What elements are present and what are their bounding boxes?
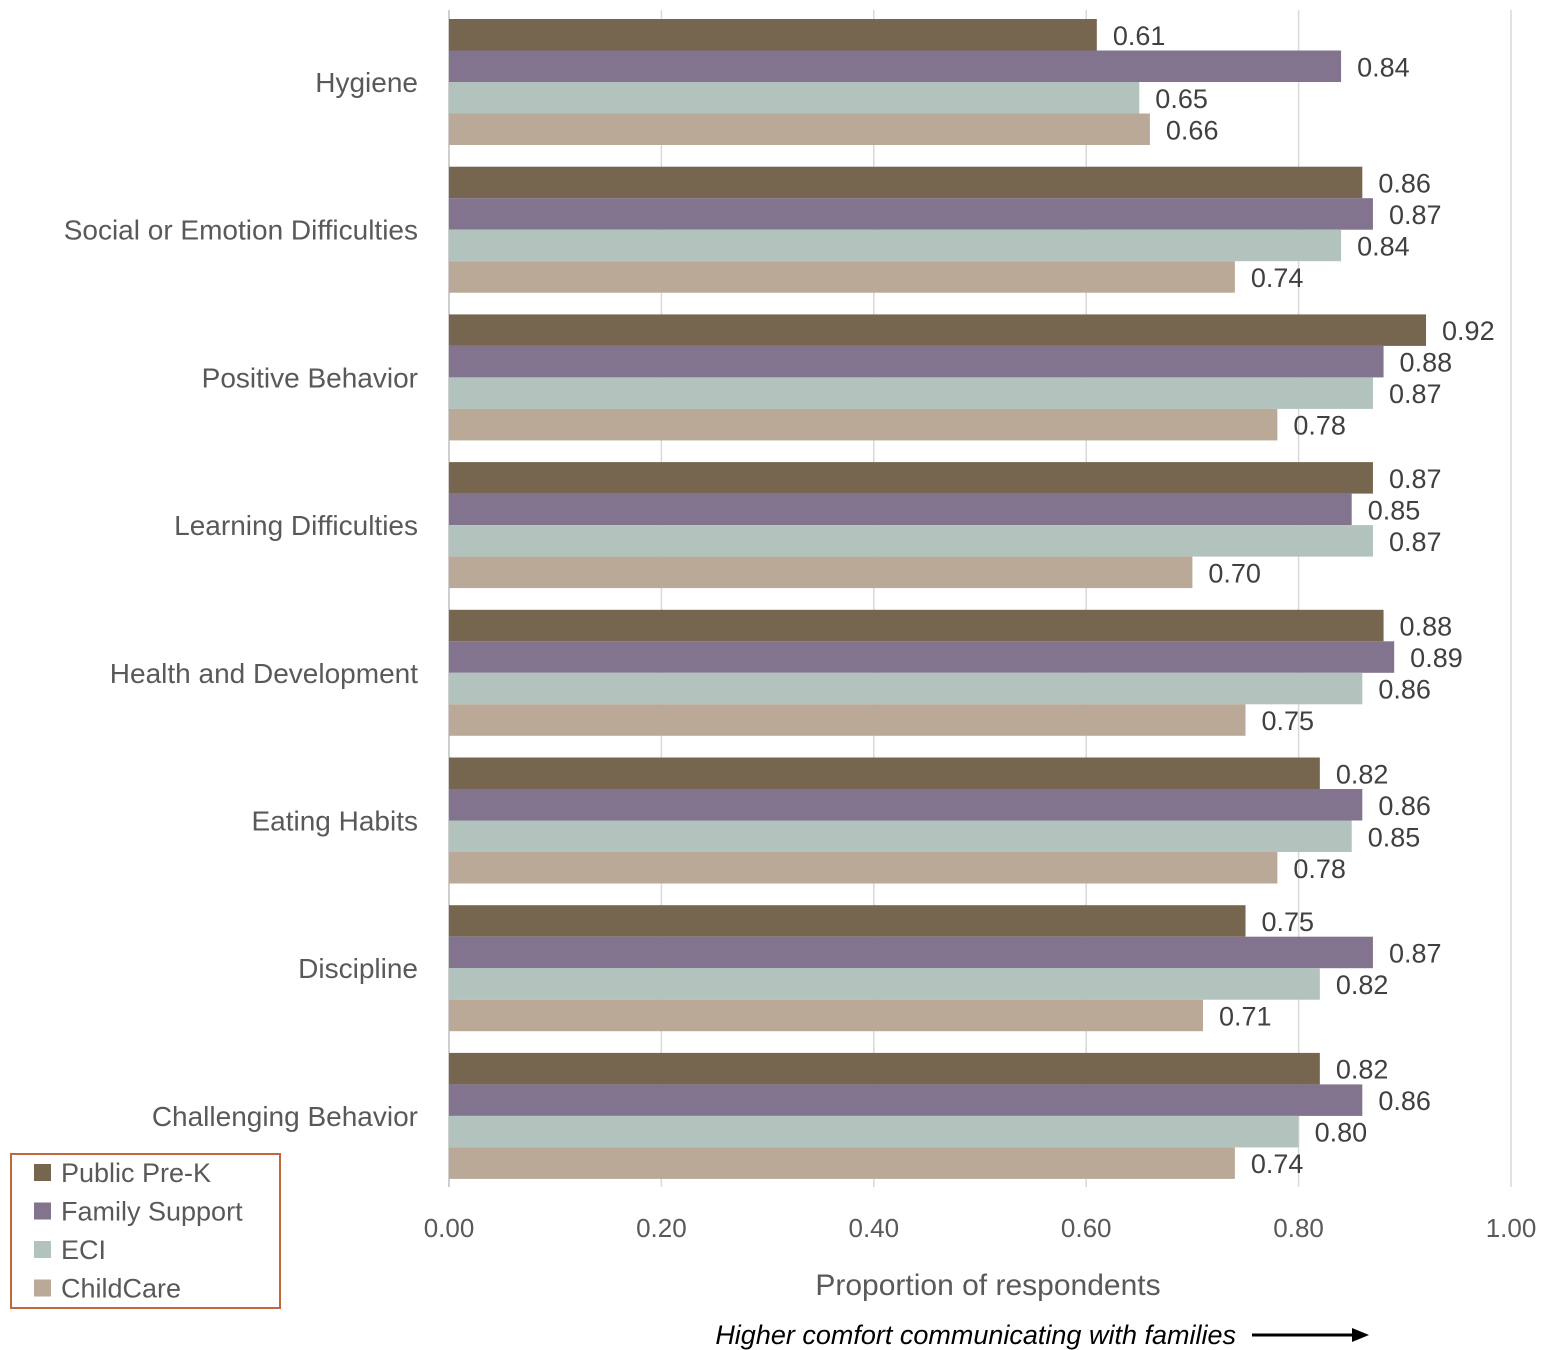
x-tick-label: 0.60 bbox=[1061, 1213, 1112, 1243]
data-label: 0.86 bbox=[1378, 168, 1431, 198]
bar bbox=[449, 19, 1097, 51]
bar bbox=[449, 462, 1373, 494]
category-label: Challenging Behavior bbox=[152, 1101, 418, 1132]
data-label: 0.70 bbox=[1208, 558, 1261, 588]
x-tick-label: 1.00 bbox=[1486, 1213, 1537, 1243]
x-tick-label: 0.80 bbox=[1273, 1213, 1324, 1243]
data-label: 0.87 bbox=[1389, 379, 1442, 409]
bar bbox=[449, 1052, 1320, 1085]
data-label: 0.78 bbox=[1293, 411, 1346, 441]
data-label: 0.74 bbox=[1251, 1149, 1304, 1179]
legend-swatch bbox=[34, 1202, 51, 1220]
tick-labels: 0.00 0.20 0.40 0.60 0.80 1.00 bbox=[424, 1213, 1537, 1243]
bar bbox=[449, 1147, 1235, 1179]
bar bbox=[449, 704, 1246, 736]
data-label: 0.78 bbox=[1293, 854, 1346, 884]
bar bbox=[449, 314, 1427, 346]
data-labels: 0.610.840.650.660.860.870.840.740.920.88… bbox=[1113, 21, 1495, 1179]
bar bbox=[449, 166, 1363, 199]
bar bbox=[449, 905, 1246, 937]
bar bbox=[449, 493, 1352, 526]
data-label: 0.66 bbox=[1166, 115, 1219, 145]
bar bbox=[449, 261, 1235, 293]
bar bbox=[449, 408, 1278, 441]
x-tick-label: 0.00 bbox=[424, 1213, 475, 1243]
bar bbox=[449, 820, 1352, 852]
category-label: Learning Difficulties bbox=[174, 510, 418, 541]
bar bbox=[449, 757, 1320, 789]
bar bbox=[449, 345, 1384, 378]
bar bbox=[449, 556, 1193, 589]
data-label: 0.85 bbox=[1368, 822, 1421, 852]
x-tick-label: 0.40 bbox=[848, 1213, 899, 1243]
data-label: 0.75 bbox=[1262, 907, 1315, 937]
data-label: 0.87 bbox=[1389, 527, 1442, 557]
bar bbox=[449, 641, 1395, 673]
legend-label: ChildCare bbox=[61, 1274, 181, 1304]
data-label: 0.65 bbox=[1155, 84, 1208, 114]
category-labels: Hygiene Social or Emotion Difficulties Pos… bbox=[64, 67, 419, 1132]
bar bbox=[449, 113, 1150, 145]
data-label: 0.84 bbox=[1357, 52, 1410, 82]
bar bbox=[449, 82, 1140, 114]
bar bbox=[449, 1084, 1363, 1116]
data-label: 0.75 bbox=[1262, 706, 1315, 736]
legend-label: Family Support bbox=[61, 1197, 243, 1227]
data-label: 0.74 bbox=[1251, 263, 1304, 293]
bar bbox=[449, 198, 1373, 230]
data-label: 0.88 bbox=[1400, 348, 1453, 378]
bar bbox=[449, 609, 1384, 642]
legend-label: Public Pre-K bbox=[61, 1158, 211, 1188]
data-label: 0.92 bbox=[1442, 316, 1495, 346]
data-label: 0.61 bbox=[1113, 21, 1166, 51]
legend: Public Pre-K Family Support ECI ChildCare bbox=[10, 1153, 281, 1309]
data-label: 0.85 bbox=[1368, 495, 1421, 525]
bar bbox=[449, 672, 1363, 705]
bar bbox=[449, 789, 1363, 821]
bar bbox=[449, 229, 1342, 262]
data-label: 0.82 bbox=[1336, 759, 1389, 789]
data-label: 0.87 bbox=[1389, 938, 1442, 968]
category-label: Hygiene bbox=[315, 67, 418, 98]
direction-note: Higher comfort communicating with famili… bbox=[715, 1320, 1236, 1350]
category-label: Discipline bbox=[298, 953, 418, 984]
direction-arrow-icon bbox=[1252, 1328, 1369, 1342]
bar bbox=[449, 968, 1320, 1000]
bar bbox=[449, 936, 1373, 969]
data-label: 0.71 bbox=[1219, 1001, 1272, 1031]
data-label: 0.88 bbox=[1400, 612, 1453, 642]
bar bbox=[449, 525, 1373, 557]
data-label: 0.80 bbox=[1315, 1118, 1368, 1148]
bar bbox=[449, 999, 1204, 1032]
legend-swatch bbox=[34, 1164, 51, 1181]
category-label: Eating Habits bbox=[251, 806, 418, 837]
data-label: 0.87 bbox=[1389, 464, 1442, 494]
data-label: 0.86 bbox=[1378, 791, 1431, 821]
x-axis-title: Proportion of respondents bbox=[815, 1269, 1160, 1302]
legend-label: ECI bbox=[61, 1235, 106, 1265]
data-label: 0.84 bbox=[1357, 231, 1410, 261]
bars bbox=[449, 19, 1427, 1179]
bar bbox=[449, 852, 1278, 884]
legend-border bbox=[10, 1153, 281, 1309]
bar bbox=[449, 1115, 1299, 1148]
category-label: Health and Development bbox=[110, 658, 418, 689]
data-label: 0.86 bbox=[1378, 1086, 1431, 1116]
x-tick-label: 0.20 bbox=[636, 1213, 687, 1243]
legend-swatch bbox=[34, 1279, 51, 1297]
category-label: Positive Behavior bbox=[202, 362, 418, 393]
bar bbox=[449, 50, 1342, 82]
data-label: 0.86 bbox=[1378, 675, 1431, 705]
bar bbox=[449, 377, 1373, 409]
data-label: 0.87 bbox=[1389, 200, 1442, 230]
legend-swatch bbox=[34, 1241, 51, 1258]
data-label: 0.89 bbox=[1410, 643, 1463, 673]
data-label: 0.82 bbox=[1336, 1055, 1389, 1085]
data-label: 0.82 bbox=[1336, 970, 1389, 1000]
category-label: Social or Emotion Difficulties bbox=[64, 215, 418, 246]
